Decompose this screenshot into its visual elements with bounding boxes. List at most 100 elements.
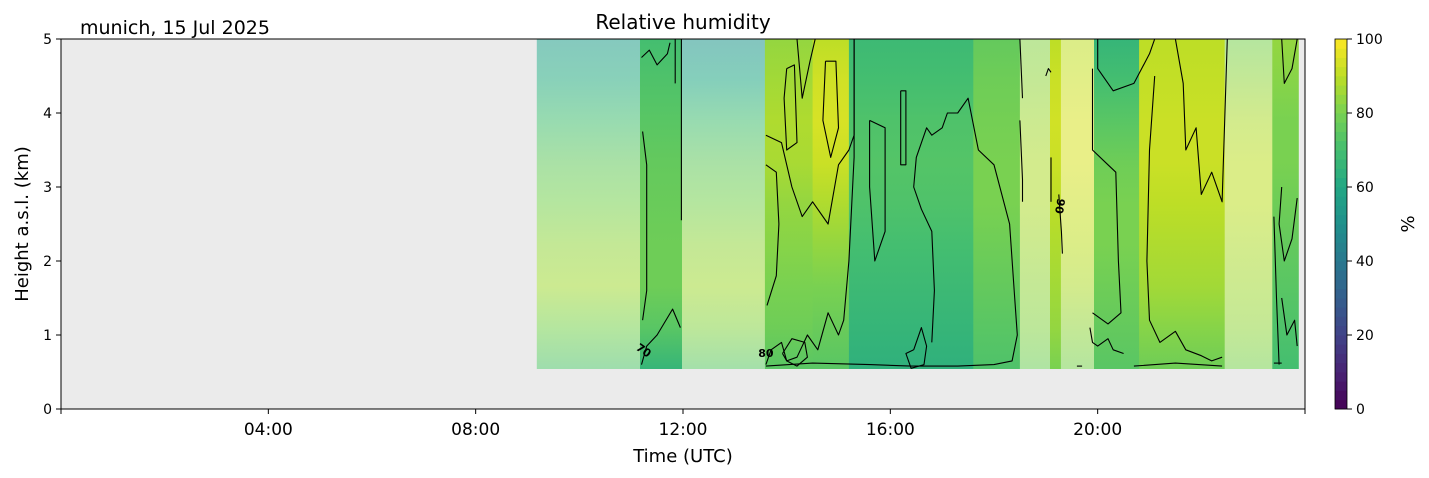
contour-line xyxy=(1281,297,1298,347)
colorbar-tick-label: 60 xyxy=(1356,180,1374,196)
colorbar-ticks: 0 20 40 60 80 100 xyxy=(1347,32,1383,418)
colorbar-tick-label: 40 xyxy=(1356,254,1374,270)
y-tick-label: 5 xyxy=(43,32,52,48)
contour-line xyxy=(640,308,681,365)
colorbar-band xyxy=(1335,224,1347,234)
contour-line xyxy=(1045,68,1052,77)
colorbar-tick-label: 20 xyxy=(1356,328,1374,344)
colorbar-band xyxy=(1335,66,1347,77)
colorbar-band xyxy=(1335,307,1347,317)
heatmap-segment xyxy=(1019,39,1051,369)
contour-line xyxy=(642,131,648,321)
colorbar-band xyxy=(1335,214,1347,225)
contour-line xyxy=(783,64,798,151)
colorbar-tick-label: 100 xyxy=(1356,32,1383,48)
heatmap-segment xyxy=(848,39,974,369)
colorbar-label: % xyxy=(1398,215,1419,232)
colorbar-band xyxy=(1335,353,1347,364)
colorbar-band xyxy=(1335,122,1347,132)
colorbar-band xyxy=(1335,233,1347,243)
contour-lines xyxy=(640,39,1298,369)
contour-line xyxy=(900,90,907,166)
colorbar-band xyxy=(1335,85,1347,95)
contour-label: 90 xyxy=(1052,197,1068,215)
heatmap-segment xyxy=(973,39,1021,369)
chart-subtitle: munich, 15 Jul 2025 xyxy=(80,17,270,39)
contour-line xyxy=(1281,39,1298,84)
colorbar-band xyxy=(1335,131,1347,142)
contour-line xyxy=(765,164,780,306)
colorbar-band xyxy=(1335,372,1347,382)
colorbar-band xyxy=(1335,270,1347,280)
heatmap-segment xyxy=(1224,39,1273,369)
colorbar-band xyxy=(1335,298,1347,308)
y-tick-label: 1 xyxy=(43,328,52,344)
contour-line xyxy=(1097,39,1156,92)
contour-line xyxy=(1278,186,1298,262)
y-axis-label: Height a.s.l. (km) xyxy=(12,146,33,302)
colorbar-band xyxy=(1335,76,1347,86)
contour-line xyxy=(1273,216,1280,365)
contour-line xyxy=(765,97,1018,367)
colorbar-band xyxy=(1335,187,1347,197)
colorbar-band xyxy=(1335,261,1347,271)
contour-line xyxy=(1019,120,1024,202)
contour-line xyxy=(822,60,840,158)
colorbar-band xyxy=(1335,168,1347,179)
heatmap-segment xyxy=(812,39,850,369)
colorbar-tick-label: 80 xyxy=(1356,106,1374,122)
contour-label: 80 xyxy=(758,347,774,360)
colorbar-band xyxy=(1335,335,1347,345)
heatmap-segment xyxy=(1272,39,1299,369)
x-tick-label: 20:00 xyxy=(1073,420,1122,440)
y-tick-label: 4 xyxy=(43,106,52,122)
contour-line xyxy=(1089,327,1124,355)
y-tick-label: 2 xyxy=(43,254,52,270)
colorbar-band xyxy=(1335,288,1347,299)
chart-title: Relative humidity xyxy=(595,10,770,34)
colorbar-band xyxy=(1335,344,1347,354)
colorbar-band xyxy=(1335,57,1347,68)
contour-line xyxy=(1058,194,1063,254)
y-tick-label: 0 xyxy=(43,402,52,418)
colorbar-band xyxy=(1335,390,1347,401)
colorbar-band xyxy=(1335,150,1347,160)
colorbar-bands xyxy=(1335,39,1347,410)
colorbar-band xyxy=(1335,251,1347,262)
colorbar-band xyxy=(1335,205,1347,216)
contour-line xyxy=(1019,39,1024,99)
contour-line xyxy=(796,39,816,99)
colorbar-band xyxy=(1335,177,1347,188)
colorbar-band xyxy=(1335,196,1347,206)
colorbar-band xyxy=(1335,159,1347,169)
heatmap-segment xyxy=(1050,39,1062,369)
colorbar-band xyxy=(1335,103,1347,114)
contour-line xyxy=(641,42,671,66)
heatmap-segment xyxy=(682,39,766,369)
y-axis-ticks: 0 1 2 3 4 5 xyxy=(43,32,61,418)
heatmap-segment xyxy=(764,39,814,369)
colorbar-band xyxy=(1335,399,1347,410)
colorbar-frame xyxy=(1334,38,1348,410)
colorbar-band xyxy=(1335,362,1347,373)
x-tick-label: 04:00 xyxy=(244,420,293,440)
contour-line xyxy=(1133,362,1223,367)
colorbar-band xyxy=(1335,381,1347,391)
colorbar-band xyxy=(1335,94,1347,105)
colorbar-band xyxy=(1335,48,1347,58)
colorbar-band xyxy=(1335,316,1347,327)
colorbar-band xyxy=(1335,39,1347,49)
contour-line xyxy=(1174,39,1228,203)
x-axis-label: Time (UTC) xyxy=(632,446,733,467)
x-tick-label: 08:00 xyxy=(451,420,500,440)
colorbar-band xyxy=(1335,140,1347,151)
x-tick-label: 16:00 xyxy=(866,420,915,440)
contour-line xyxy=(765,39,855,365)
colorbar-band xyxy=(1335,325,1347,336)
heatmap-segment xyxy=(536,39,641,369)
heatmap-segment xyxy=(1060,39,1095,369)
colorbar-tick-label: 0 xyxy=(1356,402,1365,418)
contour-line xyxy=(869,119,886,262)
contour-line xyxy=(1091,68,1122,325)
heatmap xyxy=(536,39,1299,369)
